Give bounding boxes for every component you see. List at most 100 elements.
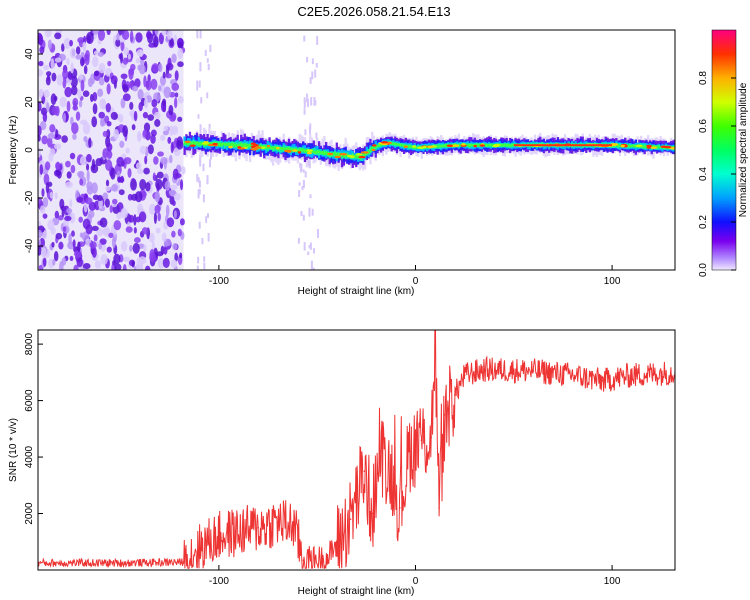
noise-blob: [162, 98, 167, 107]
noise-blob: [156, 251, 164, 257]
noise-blob: [122, 125, 128, 137]
noise-blob: [72, 239, 76, 248]
noise-blob: [127, 168, 132, 178]
faint-noise-blob: [312, 267, 315, 270]
faint-noise-blob: [308, 126, 311, 135]
noise-blob: [43, 64, 50, 71]
noise-blob: [39, 205, 46, 214]
noise-blob: [144, 265, 151, 270]
signal-band-cell: [321, 150, 324, 155]
noise-blob: [139, 145, 147, 155]
noise-blob: [94, 260, 102, 269]
signal-band-cell: [409, 145, 413, 149]
signal-band-cell: [627, 144, 630, 147]
noise-blob: [38, 246, 42, 256]
noise-blob: [113, 128, 120, 140]
spectrogram-axes: -100 0 100 -40 -20 0 20 40: [24, 48, 621, 287]
noise-blob: [102, 192, 109, 201]
faint-noise-blob: [311, 58, 314, 65]
noise-blob: [154, 119, 161, 127]
noise-blob: [79, 74, 84, 80]
signal-band-cell: [310, 148, 314, 158]
noise-blob: [106, 83, 111, 95]
signal-peak: [650, 146, 657, 149]
signal-band-cell: [369, 148, 372, 153]
faint-noise-blob: [207, 63, 210, 71]
faint-noise-blob: [307, 98, 310, 108]
faint-noise-blob: [308, 244, 311, 249]
noise-blob: [162, 104, 167, 113]
signal-band-cell: [286, 147, 289, 150]
noise-blob: [54, 210, 60, 219]
snr-panel: -100 0 100 2000 4000 6000 8000 Height of strai…: [8, 329, 676, 597]
signal-band-cell: [399, 143, 402, 146]
signal-band-cell: [507, 144, 510, 147]
signal-peak: [250, 148, 258, 151]
noise-blob: [76, 196, 84, 203]
noise-blob: [118, 189, 125, 196]
noise-blob: [83, 202, 88, 213]
snr-data-point: [444, 413, 446, 416]
signal-band-cell: [333, 152, 337, 156]
noise-blob: [39, 120, 47, 131]
noise-blob: [66, 208, 73, 214]
spec-y-tick-label: -20: [24, 190, 35, 205]
faint-noise-blob: [303, 100, 306, 109]
noise-blob: [53, 143, 62, 150]
noise-blob: [120, 207, 128, 219]
noise-blob: [44, 161, 51, 171]
noise-blob: [69, 255, 74, 262]
noise-blob: [83, 135, 88, 143]
snr-y-tick-label: 2000: [24, 502, 35, 525]
noise-blob: [99, 238, 107, 245]
noise-blob: [115, 39, 121, 47]
faint-noise-blob: [197, 189, 200, 199]
signal-band-cell: [314, 151, 317, 155]
noise-blob: [38, 229, 43, 239]
noise-blob: [160, 134, 166, 141]
noise-blob: [41, 188, 45, 197]
noise-blob: [119, 117, 123, 123]
faint-noise-blob: [197, 114, 200, 119]
noise-blob: [39, 46, 45, 54]
faint-noise-blob: [304, 129, 307, 136]
spectrogram-y-label: Frequency (Hz): [8, 116, 19, 185]
noise-blob: [119, 52, 124, 64]
noise-blob: [122, 93, 131, 102]
faint-noise-blob: [199, 30, 202, 39]
signal-band-cell: [197, 142, 200, 146]
signal-band-cell: [195, 141, 199, 144]
snr-x-tick-label: 100: [604, 576, 621, 587]
noise-blob: [134, 191, 143, 203]
noise-blob: [43, 89, 50, 98]
signal-band-cell: [199, 142, 202, 146]
faint-noise-blob: [303, 108, 306, 115]
noise-blob: [139, 178, 147, 191]
faint-noise-blob: [196, 30, 199, 39]
noise-blob: [166, 30, 173, 40]
noise-blob: [85, 50, 90, 61]
signal-band-cell: [284, 147, 287, 151]
noise-blob: [86, 163, 90, 171]
noise-blob: [38, 60, 44, 67]
colorbar-tick-label: 0.8: [698, 71, 709, 85]
signal-band-cell: [356, 153, 360, 159]
signal-band-cell: [643, 145, 646, 148]
noise-blob: [131, 260, 135, 268]
noise-blob: [98, 111, 106, 119]
noise-blob: [106, 120, 112, 127]
noise-blob: [69, 39, 73, 47]
signal-band-cell: [617, 144, 620, 147]
noise-blob: [86, 153, 92, 163]
noise-blob: [169, 125, 174, 137]
noise-blob: [77, 89, 82, 99]
noise-blob: [151, 98, 158, 108]
signal-band-cell: [401, 144, 404, 147]
faint-noise-blob: [209, 44, 212, 53]
noise-blob: [58, 241, 64, 250]
noise-blob: [70, 164, 76, 174]
signal-peak: [372, 144, 377, 147]
noise-blob: [171, 230, 176, 238]
faint-noise-blob: [196, 173, 199, 182]
